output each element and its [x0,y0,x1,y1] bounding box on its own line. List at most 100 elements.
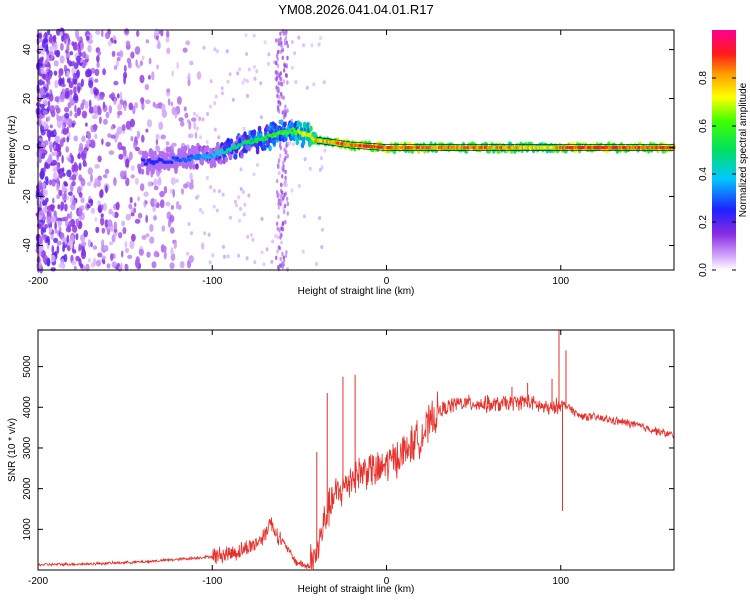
x-tick-label: 0 [384,576,390,587]
noise-dot [116,57,121,62]
noise-dot [187,133,191,138]
noise-dot [97,50,102,56]
noise-dot [101,255,107,260]
noise-dot [42,182,46,188]
noise-dot [156,145,161,153]
noise-dot [81,153,87,161]
ridge-halo [268,145,272,152]
noise-dot [97,107,102,116]
noise-dot [108,150,115,156]
noise-dot [138,248,144,256]
band-dot [286,80,289,85]
band-dot [285,250,288,255]
band-dot [278,94,281,100]
noise-dot [183,183,188,189]
noise-dot [84,101,89,109]
noise-dot [321,227,324,232]
y-tick-label: 0 [22,144,33,150]
band-dot [276,63,280,69]
noise-dot [59,226,62,233]
ridge-core [297,129,301,133]
noise-dot [71,180,76,187]
noise-dot [71,174,77,181]
noise-dot [84,162,88,167]
noise-dot [94,217,98,222]
noise-dot [125,213,131,221]
snr-background [38,330,674,570]
noise-dot [290,188,294,193]
noise-dot [57,204,61,210]
ridge-core [290,131,294,135]
noise-dot [69,211,73,220]
band-dot [277,109,281,114]
snr-series-line [38,391,674,570]
noise-dot [134,102,139,109]
noise-dot [85,69,91,78]
noise-dot [48,141,53,150]
noise-dot [95,226,100,234]
noise-dot [112,212,115,217]
noise-dot [83,229,88,238]
spectrogram-frame [37,29,675,271]
noise-dot [60,201,65,211]
noise-dot [212,204,216,209]
noise-dot [160,134,166,140]
noise-dot [49,179,53,186]
noise-dot [59,55,65,64]
band-dot [275,60,278,66]
noise-dot [117,110,123,116]
ridge-halo [216,141,220,148]
colorbar-tick-label: 0.6 [698,119,709,133]
noise-dot [220,86,224,91]
noise-dot [144,84,149,91]
noise-dot [215,208,219,213]
noise-dot [131,233,136,242]
noise-dot [116,93,120,99]
noise-dot [146,119,153,128]
noise-dot [87,131,92,140]
band-dot [283,209,286,215]
ridge-halo [272,139,277,146]
noise-dot [137,163,142,170]
ridge-core [248,141,252,145]
x-tick-label: 0 [384,276,390,287]
noise-dot [78,192,83,198]
noise-dot [113,221,118,231]
noise-dot [170,177,176,186]
colorbar-label: Normalized spectral amplitude [738,82,749,217]
noise-dot [108,94,114,99]
noise-dot [196,71,202,80]
noise-dot [134,202,137,208]
noise-dot [73,265,77,271]
noise-dot [43,166,47,172]
band-dot [276,50,280,55]
noise-dot [88,258,91,263]
noise-dot [87,167,94,175]
noise-dot [77,86,81,94]
noise-dot [251,237,255,242]
noise-dot [247,193,251,198]
noise-dot [97,200,101,206]
noise-dot [65,226,72,233]
noise-dot [163,186,168,194]
noise-dot [51,178,56,187]
noise-dot [143,191,149,197]
noise-dot [226,79,230,84]
noise-dot [40,88,45,96]
noise-dot [133,207,137,214]
noise-dot [146,251,151,258]
noise-dot [72,249,77,254]
band-dot [284,253,288,259]
noise-dot [116,126,123,135]
band-dot [277,72,280,77]
band-dot [277,81,280,86]
noise-dot [123,103,127,112]
band-dot [282,68,286,73]
noise-dot [244,33,248,38]
noise-dot [56,194,61,200]
ridge-halo [255,148,260,155]
band-dot [280,182,283,188]
noise-dot [145,99,151,105]
noise-dot [225,49,229,54]
